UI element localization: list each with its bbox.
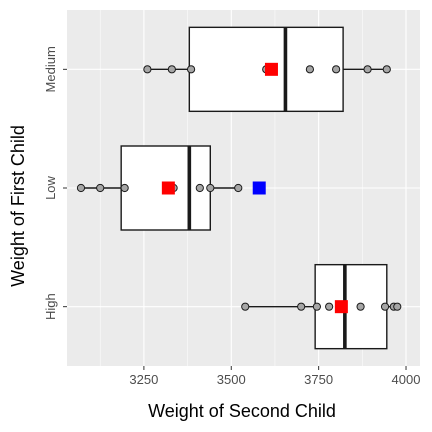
y-tick-label: High (43, 293, 58, 320)
data-point (382, 65, 391, 74)
data-point (76, 183, 86, 193)
data-point (96, 183, 105, 193)
y-tick-label: Medium (43, 46, 58, 92)
data-point (312, 302, 321, 311)
data-point (356, 302, 365, 311)
data-point (305, 65, 315, 74)
data-point (234, 183, 243, 193)
data-point (325, 302, 334, 311)
data-point (332, 65, 341, 74)
x-tick-label: 3250 (129, 372, 158, 387)
y-axis-title: Weight of First Child (8, 125, 28, 287)
data-point (393, 302, 402, 311)
data-point (120, 183, 129, 193)
mean-marker (334, 300, 348, 314)
data-point (186, 65, 196, 74)
data-point (297, 302, 306, 311)
x-axis: 3250 3500 3750 4000 (129, 366, 420, 387)
box-groups (76, 26, 402, 350)
data-point (195, 183, 204, 193)
mean-marker (161, 181, 175, 195)
data-point (380, 302, 390, 311)
box-group-high (241, 263, 402, 350)
x-axis-title: Weight of Second Child (148, 401, 336, 421)
mean-marker (264, 62, 278, 76)
data-point (241, 302, 250, 311)
y-axis: High Low Medium (43, 46, 67, 320)
box-group-medium (143, 26, 391, 113)
box-group-low (76, 145, 266, 231)
y-tick-label: Low (43, 175, 58, 199)
data-point (363, 65, 372, 74)
x-tick-label: 3750 (304, 372, 333, 387)
x-tick-label: 4000 (392, 372, 421, 387)
data-point (143, 65, 152, 74)
data-point (206, 183, 215, 193)
data-point (167, 65, 176, 74)
extra-marker (252, 181, 266, 195)
x-tick-label: 3500 (217, 372, 246, 387)
